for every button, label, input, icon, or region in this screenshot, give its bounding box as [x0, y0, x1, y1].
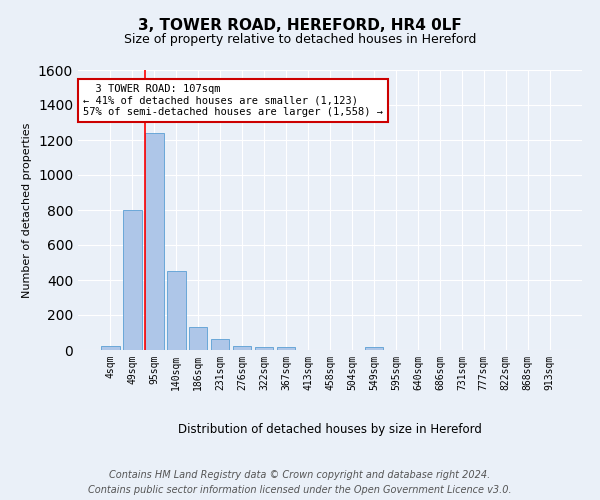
Bar — [211, 338, 229, 350]
Y-axis label: Number of detached properties: Number of detached properties — [22, 122, 32, 298]
Bar — [277, 348, 295, 350]
Bar — [233, 346, 251, 350]
Text: Size of property relative to detached houses in Hereford: Size of property relative to detached ho… — [124, 32, 476, 46]
Text: Distribution of detached houses by size in Hereford: Distribution of detached houses by size … — [178, 422, 482, 436]
Bar — [101, 346, 119, 350]
Text: Contains HM Land Registry data © Crown copyright and database right 2024.: Contains HM Land Registry data © Crown c… — [109, 470, 491, 480]
Text: 3 TOWER ROAD: 107sqm
← 41% of detached houses are smaller (1,123)
57% of semi-de: 3 TOWER ROAD: 107sqm ← 41% of detached h… — [83, 84, 383, 117]
Text: Contains public sector information licensed under the Open Government Licence v3: Contains public sector information licen… — [88, 485, 512, 495]
Bar — [189, 328, 208, 350]
Bar — [365, 348, 383, 350]
Bar — [123, 210, 142, 350]
Bar — [255, 346, 274, 350]
Bar — [145, 133, 164, 350]
Text: 3, TOWER ROAD, HEREFORD, HR4 0LF: 3, TOWER ROAD, HEREFORD, HR4 0LF — [138, 18, 462, 32]
Bar — [167, 271, 185, 350]
